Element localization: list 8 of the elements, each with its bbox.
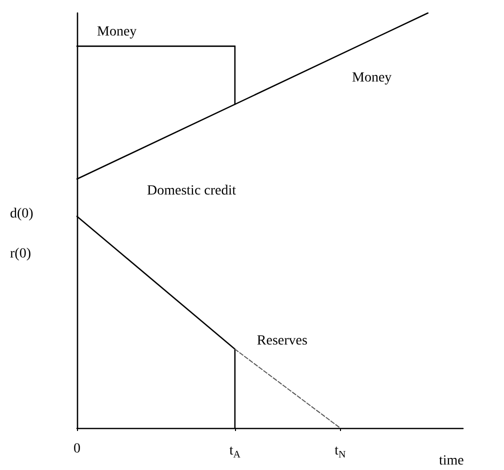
annotation: Money (352, 70, 392, 86)
series-label: Money (97, 24, 137, 40)
text: Domestic credit (147, 184, 236, 198)
text: d(0) (10, 206, 34, 222)
x-axis-title: time (439, 454, 464, 468)
x-tick-label: 0 (74, 442, 80, 456)
text: r(0) (10, 246, 32, 262)
series-label: Reserves (256, 334, 308, 349)
